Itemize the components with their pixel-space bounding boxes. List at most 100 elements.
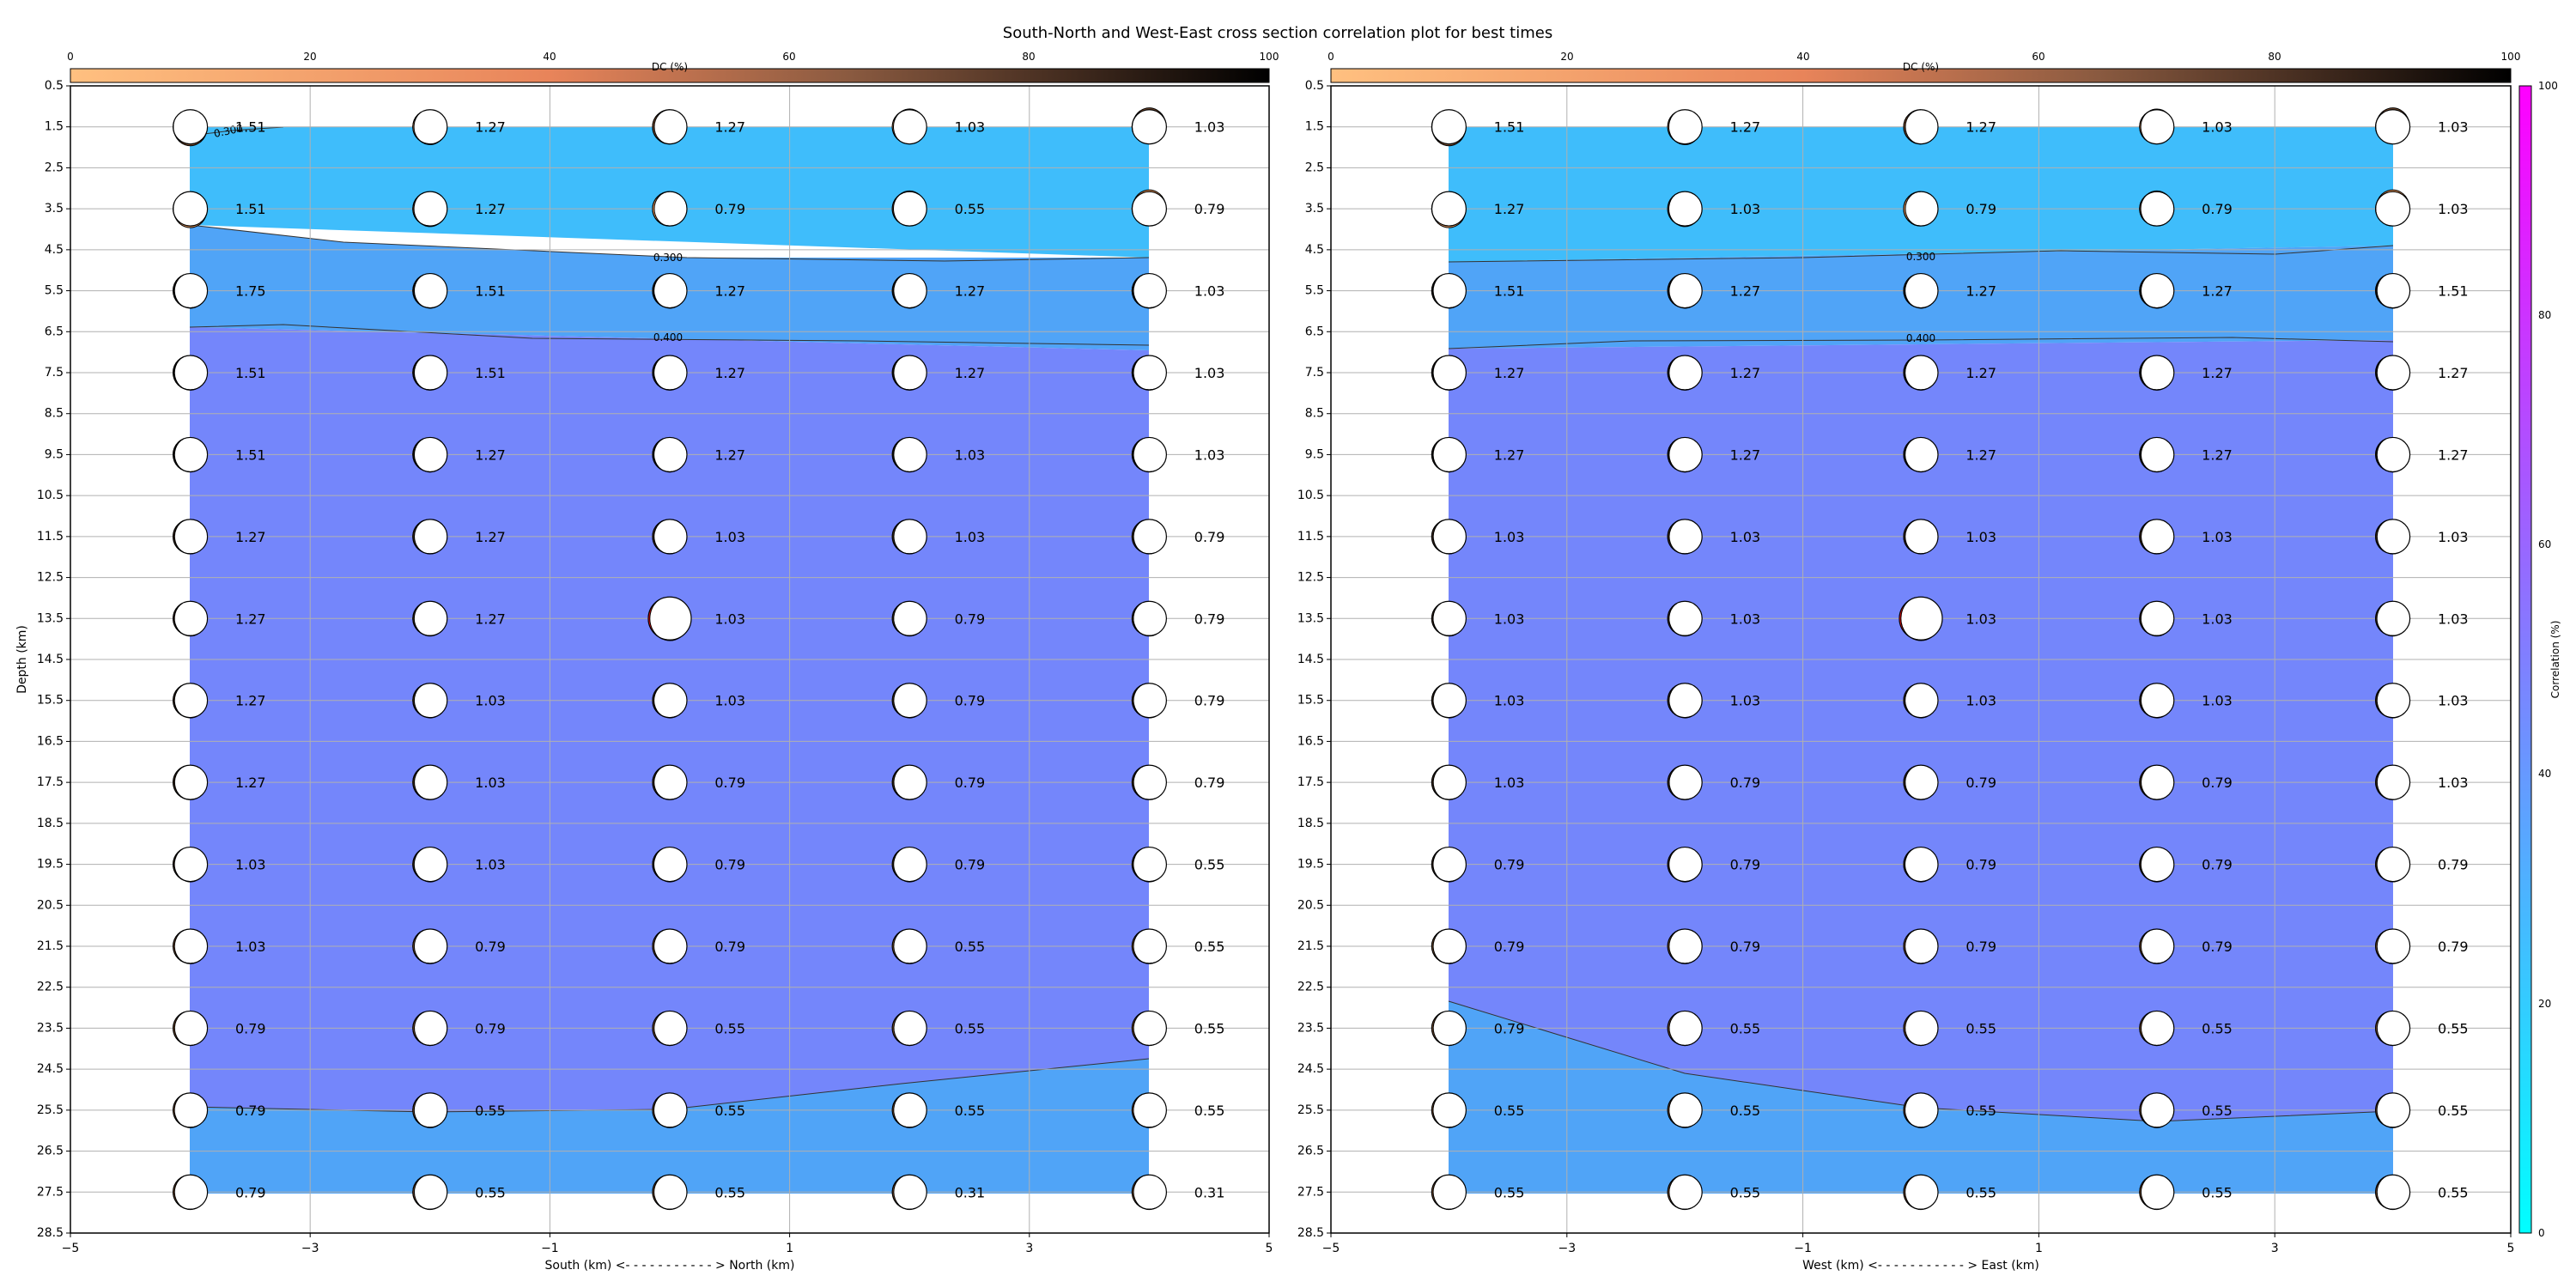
y-tick-label: 2.5 [45, 161, 64, 174]
beachball-quadrant [1431, 1176, 1456, 1211]
cell-value-label: 1.27 [475, 611, 506, 627]
y-tick-label: 13.5 [37, 611, 64, 625]
contour-040 [189, 324, 1150, 346]
beachball-quadrant [173, 355, 197, 391]
cell-value-label: 0.55 [714, 1103, 745, 1119]
beachball-quadrant [2375, 848, 2401, 883]
beachball-quadrant [1431, 1011, 1455, 1047]
beachball-quadrant [2139, 1094, 2165, 1128]
axis-ticks: 0.51.52.53.54.55.56.57.58.59.510.511.512… [37, 79, 1273, 1255]
beachball-quadrant [1903, 1094, 1929, 1128]
contour-label: 0.300 [1906, 251, 1935, 263]
beachball-quadrant [1903, 355, 1928, 391]
x-tick-label: 5 [2507, 1242, 2515, 1255]
y-tick-label: 7.5 [1305, 366, 1324, 380]
beachball-quadrant [1899, 599, 1932, 641]
x-tick-label: −3 [301, 1242, 319, 1255]
corr-tick: 80 [2538, 309, 2551, 321]
beachball-quadrant [652, 109, 671, 145]
y-tick-label: 9.5 [1305, 447, 1324, 461]
beachball-quadrant [1903, 1011, 1927, 1047]
y-tick-label: 24.5 [1297, 1062, 1324, 1076]
cell-value-label: 0.55 [714, 1184, 745, 1200]
cell-value-label: 1.03 [1194, 447, 1225, 463]
cell-value-label: 0.79 [475, 939, 506, 955]
cell-value-label: 0.79 [1194, 611, 1225, 627]
cell-value-label: 1.03 [1494, 529, 1525, 545]
contour-label: 0.400 [653, 331, 683, 343]
beachball-quadrant [2139, 765, 2163, 800]
beachball-quadrant [1667, 765, 1691, 800]
cell-value-label: 1.03 [2202, 693, 2233, 709]
y-tick-label: 24.5 [37, 1062, 64, 1076]
beachball-quadrant [1903, 683, 1928, 719]
cell-value-label: 1.27 [714, 119, 745, 136]
beachball-quadrant [173, 120, 207, 147]
beachball-quadrant [1903, 109, 1922, 145]
beachball-quadrant [1131, 1176, 1157, 1211]
cell-value-label: 1.27 [1965, 447, 1996, 463]
cell-value-label: 1.27 [955, 365, 986, 381]
beachball-quadrant [412, 602, 438, 637]
cell-value-label: 1.03 [2438, 693, 2469, 709]
beachball-quadrant [173, 683, 197, 719]
cell-value-label: 1.03 [235, 939, 266, 955]
y-tick-label: 1.5 [45, 120, 64, 134]
beachball-quadrant [1903, 191, 1922, 227]
cell-value-label: 0.79 [235, 1103, 266, 1119]
beachball-quadrant [2375, 189, 2409, 216]
beachball-grid: 1.51 1.27 1.27 1.03 1.03 1.27 1.03 0.79 0.79 1.03… [1431, 107, 2469, 1211]
cell-value-label: 0.79 [955, 611, 986, 627]
contour-label: 0.300 [653, 252, 683, 264]
beachball-quadrant [1431, 519, 1455, 555]
cell-value-label: 1.27 [1494, 365, 1525, 381]
cell-value-label: 0.79 [955, 775, 986, 791]
beachball-quadrant [173, 274, 197, 309]
cell-value-label: 1.03 [955, 447, 986, 463]
beachball-quadrant [1667, 848, 1693, 883]
cell-value-label: 1.03 [955, 529, 986, 545]
contour-030 [189, 224, 1150, 262]
cell-value-label: 0.79 [1194, 775, 1225, 791]
beachball-quadrant [2375, 1094, 2401, 1128]
beachball-quadrant [2375, 107, 2409, 133]
cell-value-label: 0.55 [1194, 857, 1225, 873]
cell-value-label: 1.27 [475, 447, 506, 463]
beachball-quadrant [1132, 765, 1155, 800]
y-tick-label: 3.5 [1305, 202, 1324, 216]
cell-value-label: 0.79 [1730, 775, 1761, 791]
beachball-quadrant [412, 765, 436, 800]
beachball-quadrant [1132, 355, 1157, 391]
cell-value-label: 0.79 [475, 1020, 506, 1036]
cell-value-label: 0.55 [2202, 1103, 2233, 1119]
cell-value-label: 1.03 [2202, 529, 2233, 545]
beachball-quadrant [173, 765, 196, 800]
beachball-quadrant [1132, 274, 1157, 309]
cell-value-label: 0.79 [1965, 939, 1996, 955]
y-tick-label: 8.5 [45, 407, 64, 421]
cell-value-label: 1.27 [1494, 201, 1525, 217]
beachball-quadrant [891, 274, 916, 309]
beachball-quadrant [1667, 274, 1692, 309]
beachball-quadrant [2375, 1176, 2400, 1211]
beachball-quadrant [1667, 602, 1693, 637]
beachball-quadrant [1667, 683, 1692, 719]
cell-value-label: 1.03 [1965, 529, 1996, 545]
y-tick-label: 5.5 [45, 284, 64, 298]
beachball-quadrant [1431, 765, 1455, 800]
cell-value-label: 0.55 [475, 1184, 506, 1200]
y-tick-label: 11.5 [37, 530, 64, 544]
beachball-quadrant [2139, 190, 2167, 223]
cell-value-label: 1.03 [1730, 611, 1761, 627]
beachball-quadrant [1132, 107, 1166, 133]
dc-tick: 80 [2268, 51, 2281, 63]
y-tick-label: 28.5 [1297, 1226, 1324, 1240]
beachball-quadrant [1903, 1176, 1928, 1211]
cell-value-label: 1.03 [1965, 611, 1996, 627]
beachball-quadrant [1667, 1176, 1692, 1211]
beachball-quadrant [412, 519, 436, 555]
beachball-quadrant [891, 1094, 918, 1128]
cell-value-label: 0.31 [955, 1184, 986, 1200]
cell-value-label: 0.79 [1194, 201, 1225, 217]
y-tick-label: 28.5 [37, 1226, 64, 1240]
